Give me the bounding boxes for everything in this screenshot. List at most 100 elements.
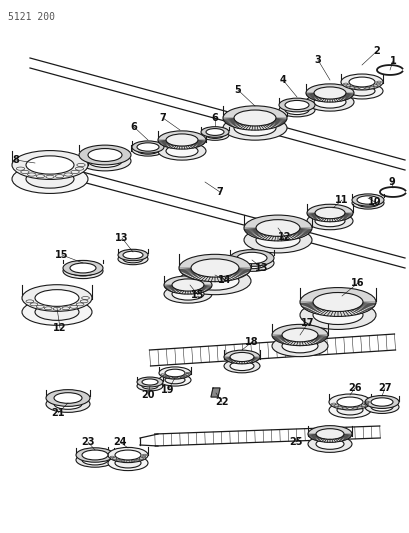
Text: 12: 12 <box>278 232 291 242</box>
Ellipse shape <box>328 394 370 410</box>
Ellipse shape <box>137 143 159 151</box>
Ellipse shape <box>222 106 286 130</box>
Ellipse shape <box>26 156 74 174</box>
Text: 6: 6 <box>211 113 218 123</box>
Text: 9: 9 <box>388 177 394 187</box>
Ellipse shape <box>88 155 122 167</box>
Text: 4: 4 <box>279 75 285 85</box>
Ellipse shape <box>46 395 90 413</box>
Ellipse shape <box>229 352 254 361</box>
Ellipse shape <box>179 268 250 295</box>
Ellipse shape <box>22 285 92 311</box>
Ellipse shape <box>164 369 184 377</box>
Ellipse shape <box>229 255 273 271</box>
Ellipse shape <box>166 134 198 146</box>
Ellipse shape <box>305 84 353 102</box>
Ellipse shape <box>305 93 353 111</box>
Ellipse shape <box>312 293 362 311</box>
Ellipse shape <box>348 77 374 87</box>
Ellipse shape <box>12 165 88 193</box>
Ellipse shape <box>328 402 370 418</box>
Text: 22: 22 <box>215 397 228 407</box>
Ellipse shape <box>340 83 382 99</box>
Ellipse shape <box>82 450 108 460</box>
Ellipse shape <box>336 405 362 415</box>
Ellipse shape <box>284 100 308 110</box>
Ellipse shape <box>348 86 374 96</box>
Text: 17: 17 <box>301 318 314 328</box>
Ellipse shape <box>351 194 383 206</box>
Ellipse shape <box>255 232 299 248</box>
Ellipse shape <box>313 87 345 99</box>
Ellipse shape <box>223 359 259 373</box>
Ellipse shape <box>159 374 191 386</box>
Ellipse shape <box>172 279 204 291</box>
Ellipse shape <box>271 325 327 345</box>
Ellipse shape <box>12 150 88 180</box>
Ellipse shape <box>137 381 163 391</box>
Ellipse shape <box>236 257 266 269</box>
Ellipse shape <box>63 263 103 279</box>
Text: 1: 1 <box>389 56 396 66</box>
Text: 13: 13 <box>255 263 268 273</box>
Text: 7: 7 <box>159 113 166 123</box>
Ellipse shape <box>157 131 205 149</box>
Ellipse shape <box>35 289 79 306</box>
Ellipse shape <box>76 453 114 467</box>
Text: 14: 14 <box>218 275 231 285</box>
Ellipse shape <box>26 170 74 188</box>
Ellipse shape <box>70 263 96 273</box>
Ellipse shape <box>123 255 143 263</box>
Ellipse shape <box>118 253 148 265</box>
Ellipse shape <box>166 145 198 157</box>
Ellipse shape <box>70 266 96 276</box>
Ellipse shape <box>179 254 250 281</box>
Text: 27: 27 <box>378 383 391 393</box>
Ellipse shape <box>108 455 148 471</box>
Ellipse shape <box>118 249 148 261</box>
Ellipse shape <box>88 149 122 161</box>
Ellipse shape <box>315 439 343 449</box>
Text: 3: 3 <box>314 55 321 65</box>
Ellipse shape <box>306 204 352 222</box>
Ellipse shape <box>222 116 286 140</box>
Ellipse shape <box>132 141 164 153</box>
Ellipse shape <box>82 455 108 465</box>
Text: 24: 24 <box>113 437 126 447</box>
Ellipse shape <box>236 252 266 264</box>
Ellipse shape <box>271 335 327 357</box>
Ellipse shape <box>164 276 211 294</box>
Ellipse shape <box>356 199 378 207</box>
Ellipse shape <box>243 227 311 253</box>
Ellipse shape <box>229 249 273 266</box>
Ellipse shape <box>76 448 114 462</box>
Ellipse shape <box>205 132 223 139</box>
Ellipse shape <box>172 288 204 300</box>
Text: 5: 5 <box>234 85 241 95</box>
Ellipse shape <box>312 305 362 325</box>
Ellipse shape <box>314 215 344 227</box>
Ellipse shape <box>223 350 259 364</box>
Text: 11: 11 <box>335 195 348 205</box>
Ellipse shape <box>299 301 375 329</box>
Ellipse shape <box>229 361 254 370</box>
Ellipse shape <box>299 288 375 317</box>
Text: 16: 16 <box>351 278 364 288</box>
Text: 6: 6 <box>130 122 137 132</box>
Ellipse shape <box>46 390 90 406</box>
Ellipse shape <box>164 376 184 384</box>
Text: 15: 15 <box>191 290 204 300</box>
Ellipse shape <box>142 383 157 389</box>
Ellipse shape <box>79 145 131 165</box>
Ellipse shape <box>340 74 382 90</box>
Ellipse shape <box>370 403 392 411</box>
Ellipse shape <box>278 98 314 112</box>
Ellipse shape <box>191 259 238 277</box>
Ellipse shape <box>142 379 157 385</box>
Ellipse shape <box>115 450 141 460</box>
Text: 21: 21 <box>51 408 65 418</box>
Ellipse shape <box>115 458 141 468</box>
Ellipse shape <box>137 377 163 387</box>
Ellipse shape <box>281 339 317 353</box>
Ellipse shape <box>234 110 275 126</box>
